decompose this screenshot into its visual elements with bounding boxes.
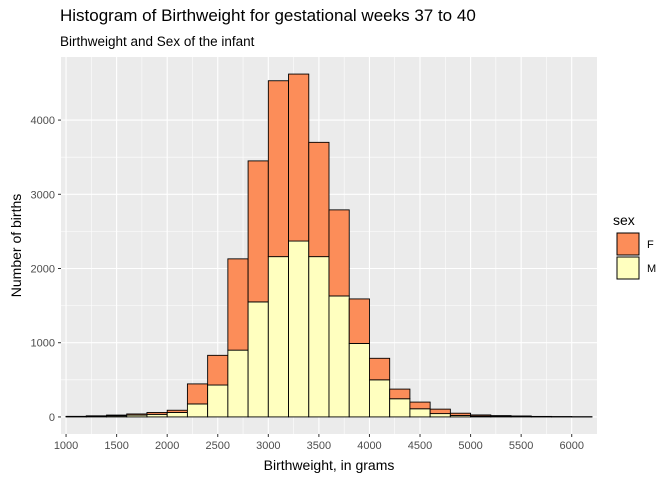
x-tick-label: 3000 (256, 440, 280, 452)
bar-f (409, 401, 431, 410)
bar-f (267, 80, 289, 258)
bar-f (186, 383, 209, 405)
bar-f (369, 357, 391, 381)
legend-key-f (616, 232, 640, 256)
y-tick-label: 1000 (31, 338, 55, 350)
bar-m (389, 398, 411, 418)
bar-f (389, 388, 411, 400)
x-tick-label: 5500 (509, 440, 533, 452)
bar-f (510, 415, 532, 418)
x-tick-label: 3500 (307, 440, 331, 452)
bar-m (308, 256, 330, 418)
bar-f (308, 141, 330, 258)
bar-f (207, 354, 229, 386)
y-axis: 0 1000 2000 3000 4000 (31, 115, 61, 424)
chart-title: Histogram of Birthweight for gestational… (60, 6, 476, 25)
bar-f (429, 408, 451, 415)
bar-m (348, 343, 370, 418)
bar-f (146, 412, 168, 415)
chart-subtitle: Birthweight and Sex of the infant (60, 34, 255, 49)
bar-m (369, 379, 391, 418)
bar-m (186, 403, 209, 418)
bar-m (409, 408, 431, 418)
legend-label-f: F (647, 239, 654, 251)
bar-f (348, 298, 370, 344)
bar-f (490, 415, 512, 417)
bar-m (288, 240, 310, 418)
y-tick-label: 2000 (31, 264, 55, 276)
bar-m (227, 349, 249, 418)
x-tick-label: 2000 (155, 440, 179, 452)
y-tick-label: 0 (49, 412, 55, 424)
bar-m (328, 295, 350, 418)
y-tick-label: 4000 (31, 115, 55, 127)
x-tick-label: 6000 (559, 440, 583, 452)
bar-m (429, 413, 451, 418)
bar-f (470, 414, 492, 417)
x-tick-label: 1000 (54, 440, 78, 452)
bars-group (65, 73, 593, 418)
y-tick-label: 3000 (31, 189, 55, 201)
x-tick-label: 2500 (206, 440, 230, 452)
x-axis: 1000 1500 2000 2500 3000 3500 4000 4500 5000 5500… (54, 434, 584, 452)
x-tick-label: 4500 (408, 440, 432, 452)
x-tick-label: 5000 (458, 440, 482, 452)
bar-f (126, 413, 148, 416)
legend-title: sex (613, 212, 635, 228)
bar-m (247, 301, 269, 418)
x-tick-label: 1500 (104, 440, 128, 452)
bar-m (207, 384, 229, 418)
bar-f (106, 414, 128, 417)
legend-label-m: M (647, 263, 656, 275)
y-axis-title: Number of births (8, 194, 24, 297)
bar-m (166, 412, 188, 418)
bar-f (166, 409, 188, 413)
bar-f (328, 209, 350, 297)
legend: sex FM (613, 212, 656, 280)
legend-key-m (616, 256, 640, 280)
bar-m (267, 256, 289, 418)
x-axis-title: Birthweight, in grams (264, 457, 395, 473)
bar-f (227, 258, 249, 351)
bar-f (449, 412, 472, 416)
x-tick-label: 4000 (357, 440, 381, 452)
bar-f (288, 73, 310, 242)
bar-f (247, 160, 269, 303)
